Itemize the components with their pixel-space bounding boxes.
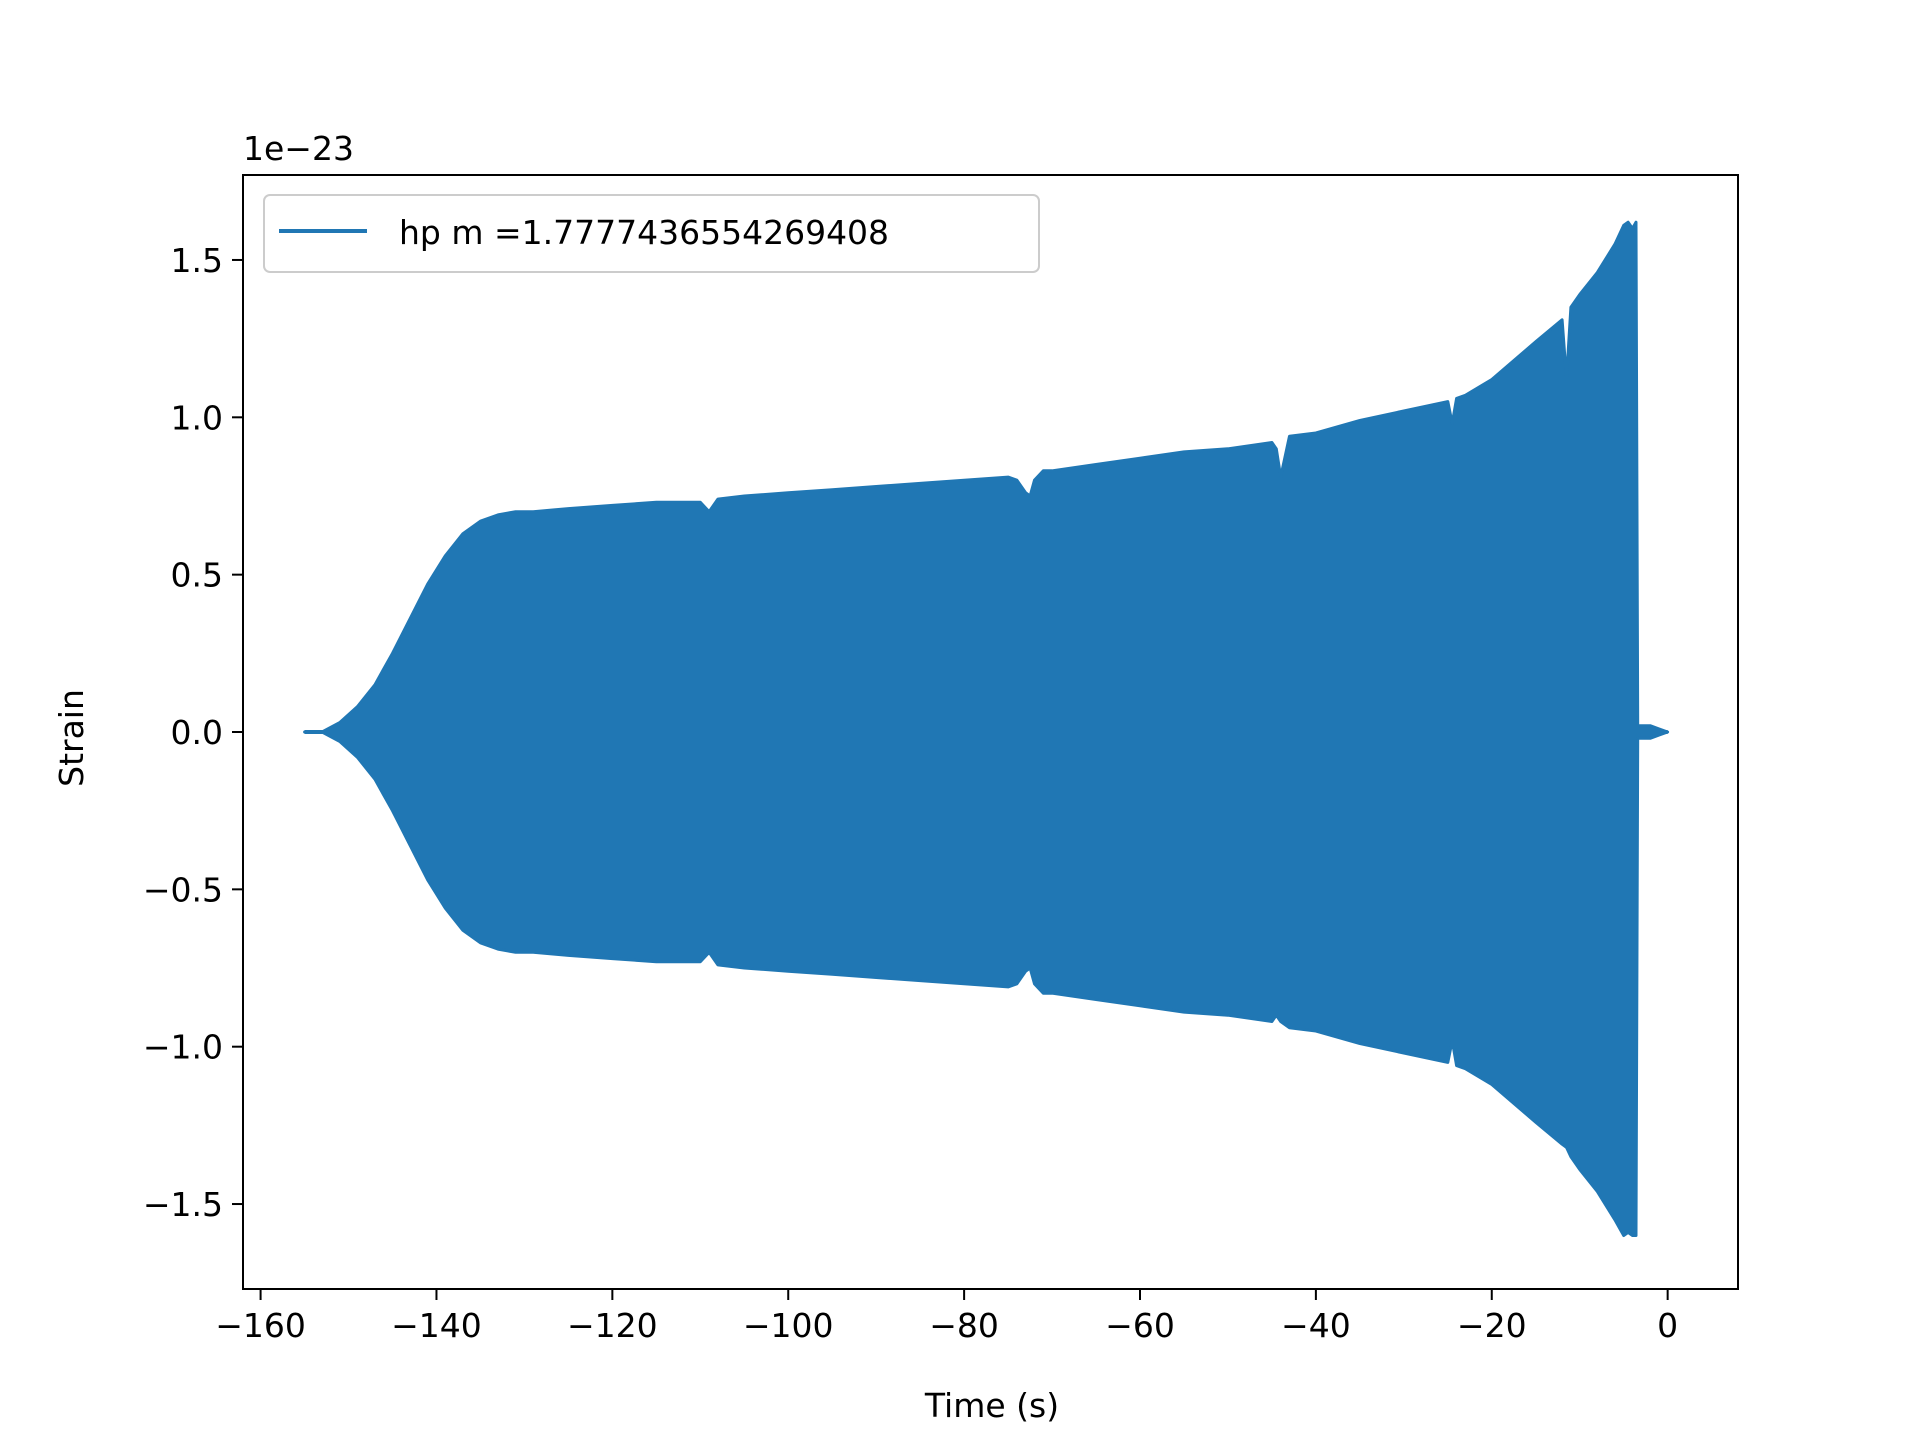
y-axis-label: Strain (52, 689, 91, 787)
legend: hp m =1.7777436554269408 (263, 194, 1040, 273)
x-tick-label: −100 (743, 1306, 834, 1345)
y-tick-label: 0.0 (171, 713, 223, 752)
plot-layer (303, 220, 1670, 1237)
y-tick-label: 0.5 (171, 556, 223, 595)
y-tick-label: 1.0 (171, 398, 223, 437)
x-tick-label: −80 (929, 1306, 999, 1345)
y-tick-label: −1.0 (143, 1028, 223, 1067)
x-tick-label: −140 (391, 1306, 482, 1345)
legend-label: hp m =1.7777436554269408 (399, 213, 889, 252)
x-tick-label: 0 (1657, 1306, 1678, 1345)
y-tick-label: −0.5 (143, 870, 223, 909)
legend-frame (263, 194, 1040, 273)
x-tick-label: −60 (1105, 1306, 1175, 1345)
x-tick-label: −160 (215, 1306, 306, 1345)
y-offset-label: 1e−23 (243, 129, 354, 168)
y-tick-label: −1.5 (143, 1185, 223, 1224)
x-tick-label: −20 (1457, 1306, 1527, 1345)
axes-layer: −160 −140 −120 −100 −80 −60 −40 −20 0 −1.5 −1.0 −0.… (143, 174, 1739, 1345)
y-tick-label: 1.5 (171, 241, 223, 280)
x-tick-label: −120 (567, 1306, 658, 1345)
x-axis-label: Time (s) (924, 1386, 1059, 1425)
x-tick-label: −40 (1281, 1306, 1351, 1345)
